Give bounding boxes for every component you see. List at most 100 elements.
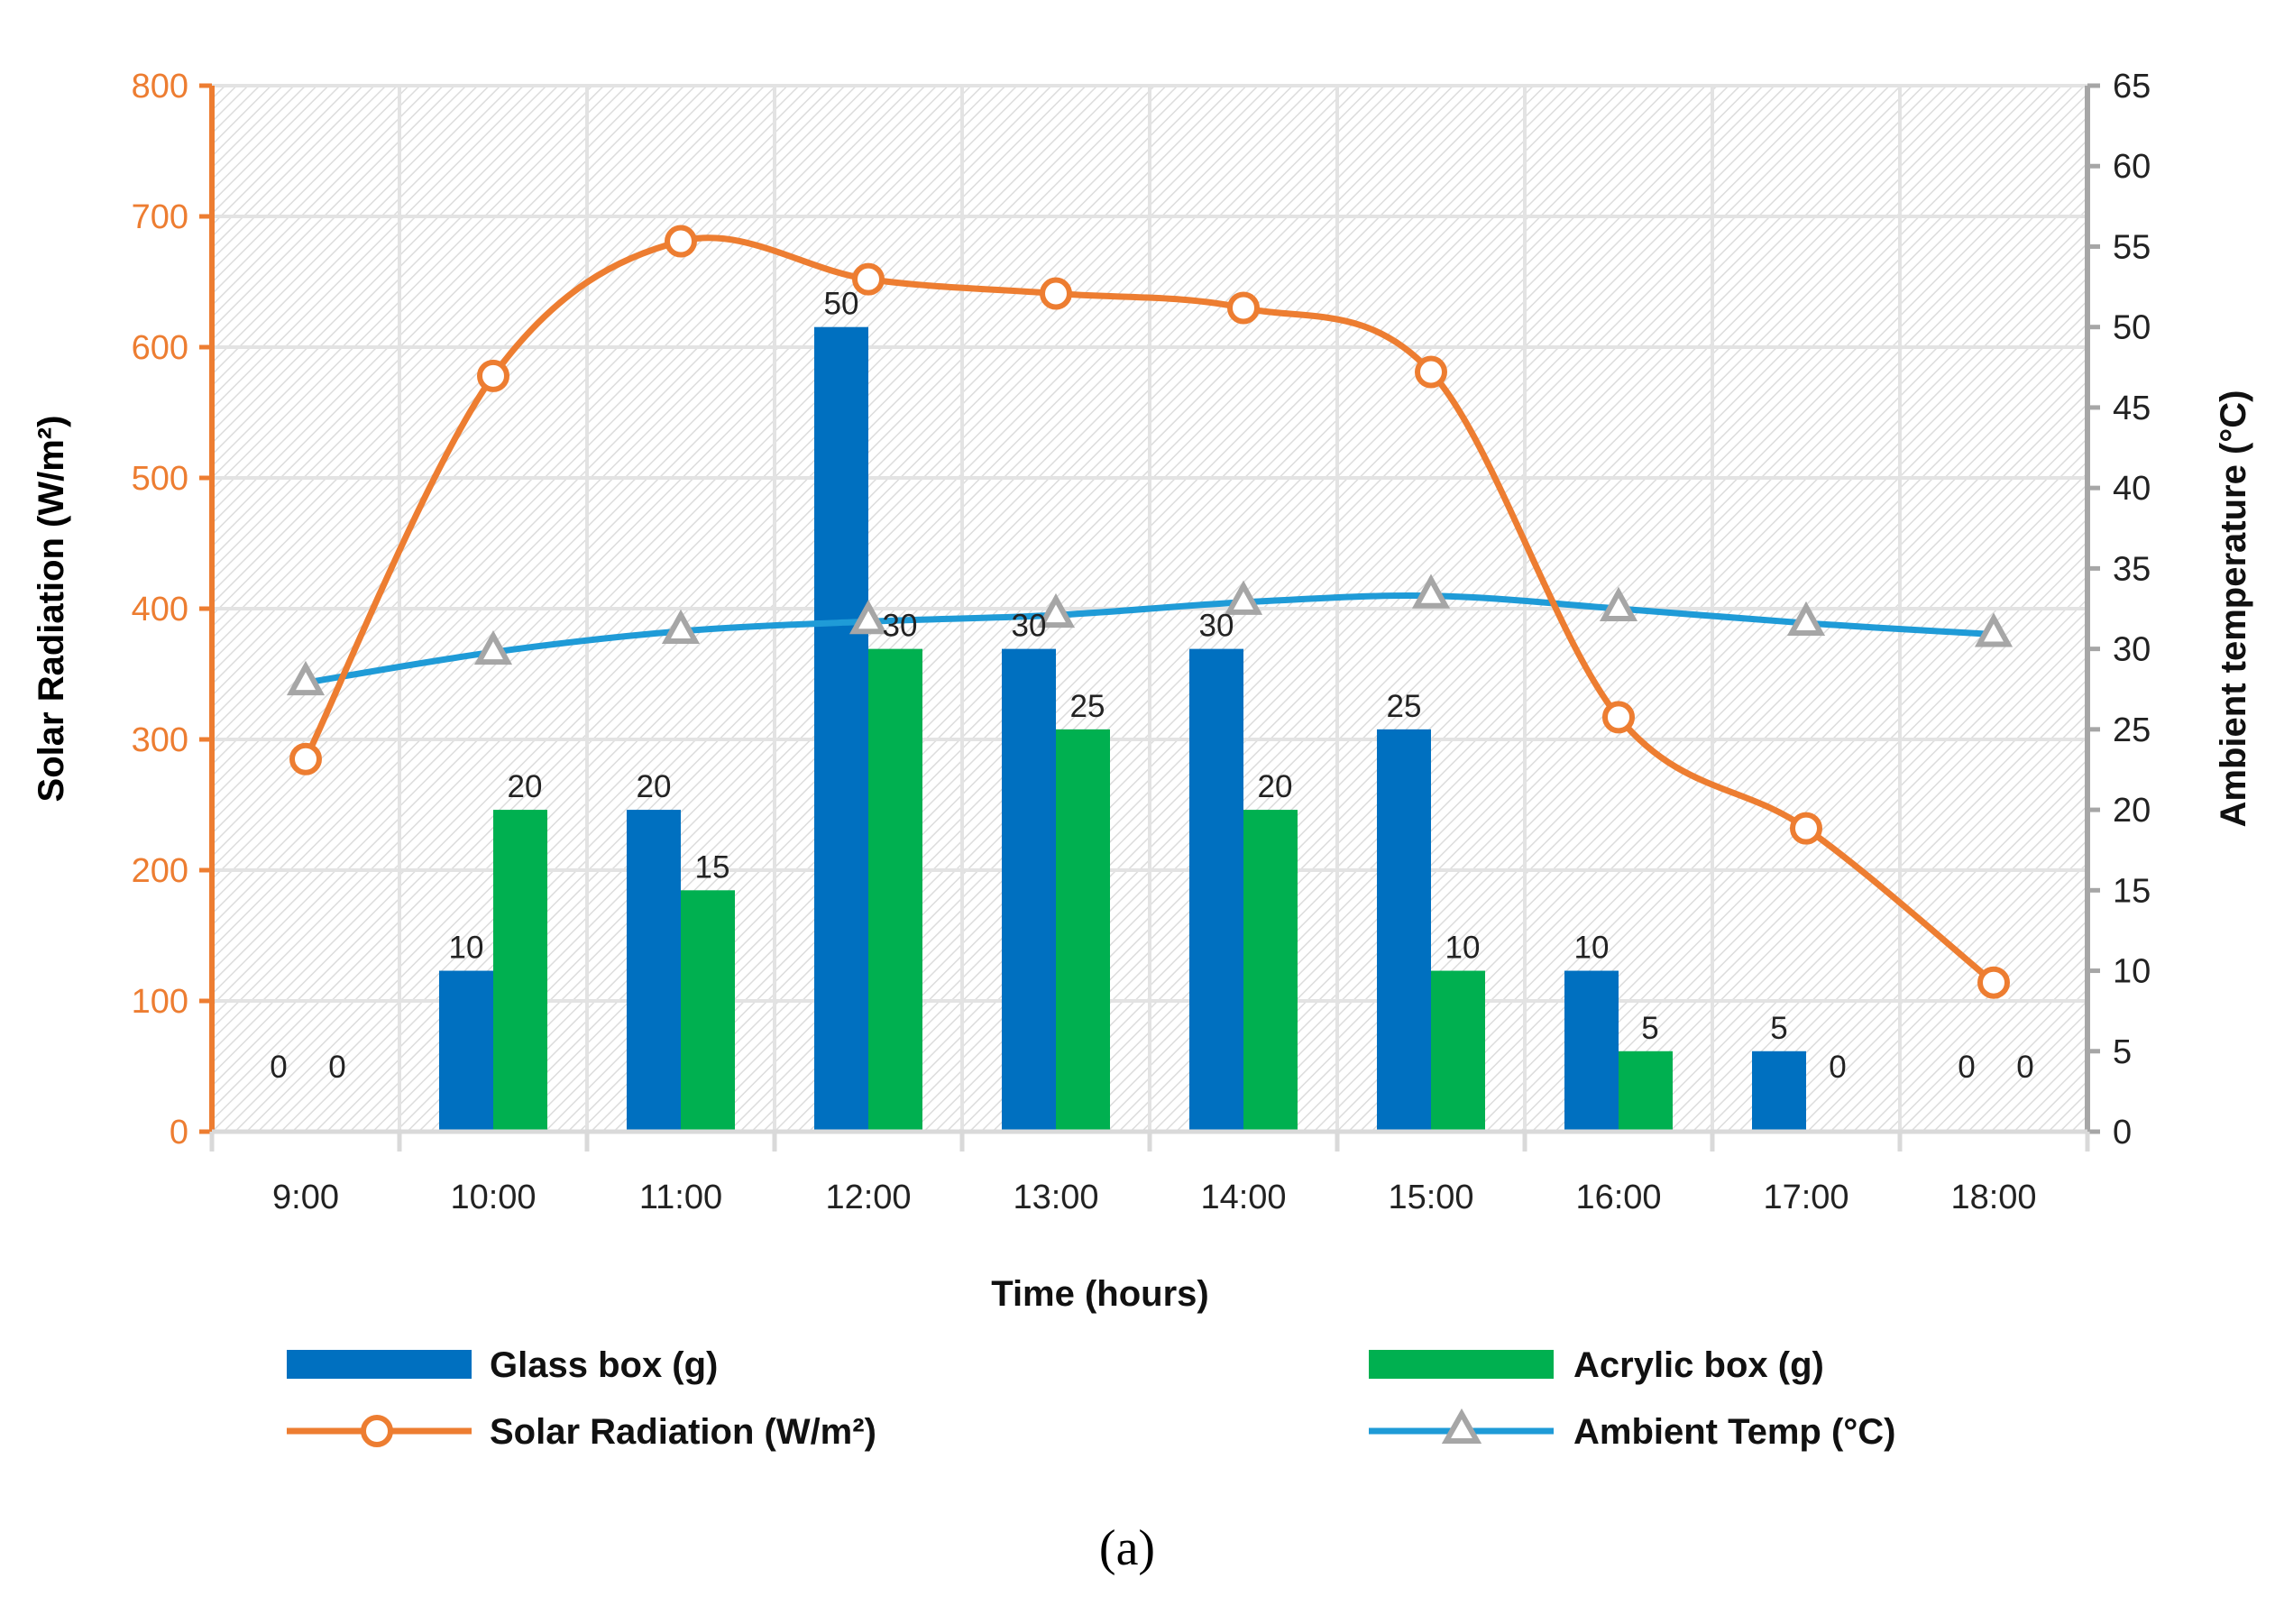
marker-solar-radiation [1602,701,1635,734]
right-tick-label: 50 [2113,309,2151,347]
x-tick-label: 14:00 [1200,1179,1286,1216]
marker-solar-radiation [1415,355,1447,389]
marker-ambient-temp [286,660,326,696]
legend-label-glass: Glass box (g) [490,1345,718,1385]
right-tick-label: 55 [2113,228,2151,266]
marker-ambient-temp [1786,601,1826,637]
right-tick-label: 25 [2113,711,2151,749]
bar-glass [814,326,868,1132]
legend-swatch-glass [287,1350,472,1379]
bar-glass [1002,648,1056,1132]
legend: Glass box (g) Acrylic box (g) Solar Radi… [287,1345,1895,1452]
marker-ambient-temp [849,600,888,635]
marker-ambient-temp [1224,580,1263,615]
left-tick-label: 400 [132,591,188,628]
data-label-glass: 0 [270,1050,287,1085]
bar-glass [1564,970,1619,1132]
bar-acrylic [681,890,735,1132]
left-tick-label: 700 [132,198,188,236]
left-tick-label: 300 [132,721,188,759]
marker-ambient-temp [1974,612,2014,647]
data-label-acrylic: 0 [328,1050,345,1085]
left-tick-label: 0 [170,1114,188,1151]
line-ambient-temp [305,592,1995,686]
x-tick-label: 16:00 [1575,1179,1661,1216]
marker-ambient-temp [1599,586,1638,621]
bar-acrylic [868,648,922,1132]
right-tick-label: 45 [2113,390,2151,427]
data-label-acrylic: 0 [2016,1050,2033,1085]
right-tick-label: 0 [2113,1114,2132,1151]
right-tick-label: 65 [2113,68,2151,106]
line-solar-radiation [302,234,1996,986]
marker-solar-radiation [852,262,885,296]
bar-acrylic [1056,729,1110,1132]
x-tick-label: 13:00 [1013,1179,1098,1216]
left-tick-label: 100 [132,983,188,1021]
x-tick-label: 17:00 [1763,1179,1848,1216]
data-label-acrylic: 10 [1445,931,1481,966]
bar-acrylic [1431,970,1485,1132]
data-label-glass: 20 [637,769,672,804]
data-label-acrylic: 30 [883,609,918,644]
marker-ambient-temp [1036,592,1076,628]
x-tick-label: 18:00 [1950,1179,2036,1216]
legend-label-acrylic: Acrylic box (g) [1573,1345,1824,1385]
lines [286,225,2014,999]
data-label-glass: 0 [1958,1050,1975,1085]
x-tick-label: 9:00 [272,1179,339,1216]
right-tick-label: 60 [2113,148,2151,186]
bar-acrylic [1243,810,1298,1132]
legend-label-solar: Solar Radiation (W/m²) [490,1412,876,1452]
marker-solar-radiation [665,225,697,258]
right-tick-label: 35 [2113,550,2151,588]
left-tick-label: 500 [132,460,188,498]
right-tick-label: 30 [2113,631,2151,669]
data-label-glass: 50 [824,287,859,322]
bar-glass [627,810,681,1132]
x-tick-label: 11:00 [639,1179,722,1216]
x-axis-title: Time (hours) [991,1274,1209,1314]
x-tick-label: 10:00 [450,1179,536,1216]
marker-ambient-temp [1411,573,1451,609]
bar-glass [439,970,493,1132]
legend-marker-solar [361,1415,393,1447]
legend-marker-ambient [1441,1408,1482,1444]
marker-solar-radiation [477,359,509,392]
bar-glass [1189,648,1243,1132]
bar-glass [1377,729,1431,1132]
data-label-glass: 10 [1574,931,1610,966]
bars [439,326,1806,1132]
bar-acrylic [493,810,547,1132]
right-tick-label: 5 [2113,1033,2132,1071]
data-label-acrylic: 20 [508,769,543,804]
data-label-glass: 10 [449,931,484,966]
legend-label-ambient: Ambient Temp (°C) [1573,1412,1895,1452]
left-tick-label: 800 [132,68,188,106]
marker-ambient-temp [661,609,701,644]
right-axis-title: Ambient temperature (°C) [2214,390,2253,828]
bar-acrylic [1619,1051,1673,1132]
bar-glass [1752,1051,1806,1132]
left-tick-label: 200 [132,852,188,890]
data-label-acrylic: 0 [1829,1050,1846,1085]
marker-solar-radiation [1977,966,2010,999]
left-axis-title: Solar Radiation (W/m²) [32,416,71,803]
legend-item-glass: Glass box (g) [287,1345,718,1385]
right-tick-label: 10 [2113,953,2151,991]
left-tick-label: 600 [132,329,188,367]
legend-swatch-acrylic [1369,1350,1554,1379]
x-tick-label: 12:00 [825,1179,911,1216]
data-label-glass: 25 [1387,689,1422,724]
data-label-glass: 5 [1770,1011,1787,1046]
data-label-glass: 30 [1199,609,1234,644]
right-tick-label: 15 [2113,872,2151,910]
marker-ambient-temp [473,629,513,665]
marker-solar-radiation [1040,277,1072,310]
data-label-glass: 30 [1012,609,1047,644]
marker-solar-radiation [289,742,322,775]
marker-solar-radiation [1790,812,1822,845]
legend-item-solar: Solar Radiation (W/m²) [287,1412,876,1452]
